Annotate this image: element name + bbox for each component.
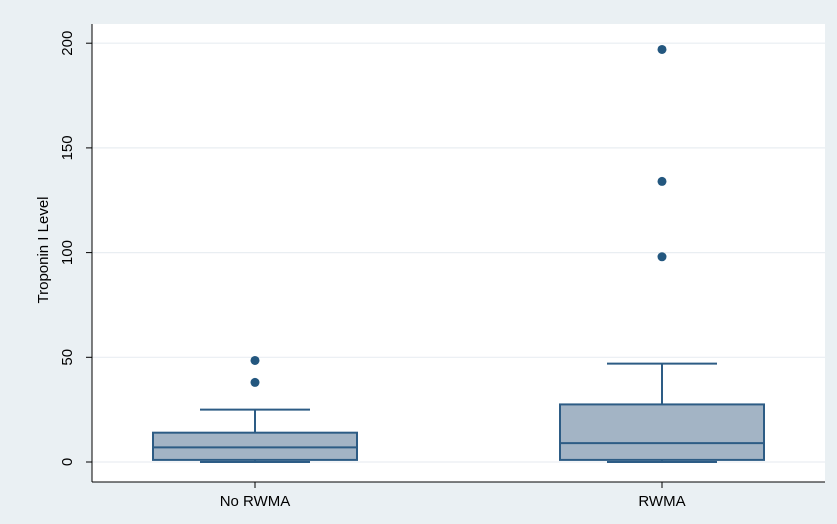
outlier-point bbox=[657, 252, 667, 262]
boxes bbox=[152, 44, 765, 463]
outlier-point bbox=[657, 176, 667, 186]
x-tick-label: No RWMA bbox=[220, 493, 291, 510]
iqr-box bbox=[152, 431, 358, 461]
outlier-point bbox=[250, 377, 260, 387]
y-tick-label: 0 bbox=[59, 458, 76, 466]
x-tick-label: RWMA bbox=[638, 493, 685, 510]
y-tick-label: 150 bbox=[59, 135, 76, 160]
iqr-box bbox=[559, 403, 765, 461]
box-group bbox=[559, 44, 765, 463]
y-axis-title: Troponin I Level bbox=[35, 196, 52, 303]
y-tick-label: 50 bbox=[59, 349, 76, 366]
outlier-point bbox=[250, 355, 260, 365]
tick-labels: 0 50 100 150 200 No RWMA RWMA bbox=[59, 31, 686, 510]
axes bbox=[86, 24, 825, 488]
outlier-point bbox=[657, 44, 667, 54]
y-tick-label: 200 bbox=[59, 31, 76, 56]
box-group bbox=[152, 355, 358, 463]
y-tick-label: 100 bbox=[59, 240, 76, 265]
